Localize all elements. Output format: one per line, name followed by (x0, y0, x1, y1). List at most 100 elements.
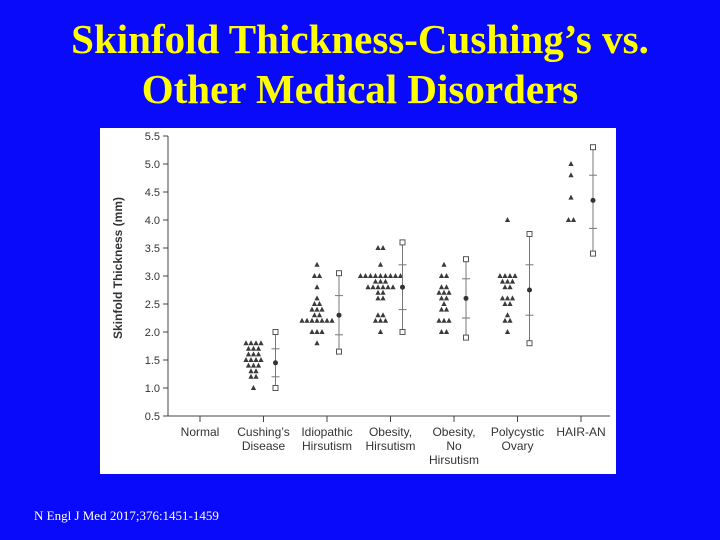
data-point (245, 351, 252, 357)
data-point (392, 273, 399, 278)
data-point (314, 284, 320, 290)
data-point (255, 362, 262, 368)
range-endpoint (526, 340, 533, 347)
range-endpoint (336, 348, 342, 355)
data-point (436, 317, 442, 323)
data-point (441, 317, 447, 323)
mean-marker (590, 197, 596, 203)
x-category-label: Hirsutism (366, 439, 416, 453)
data-point (443, 284, 450, 290)
data-point (377, 261, 384, 267)
x-category-label: Polycystic (491, 425, 544, 439)
data-point (375, 295, 381, 301)
data-point (309, 306, 315, 312)
data-point (382, 317, 389, 323)
y-axis-label: Skinfold Thickness (mm) (111, 197, 125, 339)
data-point (377, 273, 384, 278)
data-point (570, 217, 577, 222)
data-point (397, 273, 404, 278)
data-point (507, 284, 513, 290)
range-endpoint (463, 256, 469, 263)
y-axis: 0.5 1.0 1.5 2.0 2.5 3.0 3.5 4.0 4.5 5.0 5.5 (145, 131, 169, 423)
data-point (324, 317, 330, 323)
range-endpoint (590, 144, 596, 151)
range-endpoint (272, 329, 279, 335)
data-point (499, 278, 506, 284)
data-point (380, 312, 386, 318)
data-point (443, 295, 450, 301)
data-point (255, 345, 262, 351)
mean-marker (336, 312, 342, 318)
data-point (253, 368, 259, 374)
data-point (380, 284, 386, 290)
y-tick-label: 4.5 (145, 187, 160, 199)
data-point (509, 295, 516, 301)
data-point (436, 289, 442, 295)
data-point (309, 329, 315, 334)
data-point (441, 289, 447, 295)
y-tick-label: 2.0 (145, 327, 160, 339)
range-endpoint (526, 231, 533, 237)
data-point (438, 284, 445, 290)
data-point (504, 217, 511, 222)
data-point (446, 289, 452, 295)
data-point (253, 373, 259, 379)
data-point (248, 357, 254, 362)
data-point (438, 329, 445, 334)
data-point (507, 301, 513, 306)
citation: N Engl J Med 2017;376:1451-1459 (34, 508, 219, 523)
data-point (243, 357, 249, 362)
data-point (509, 278, 516, 284)
data-point (316, 312, 323, 318)
data-point (443, 306, 450, 312)
data-point (387, 273, 394, 278)
data-point (380, 295, 386, 301)
y-tick-label: 2.5 (145, 299, 160, 311)
range-endpoint (399, 239, 406, 246)
data-point (245, 345, 252, 351)
data-point (314, 261, 320, 267)
data-point (504, 295, 511, 301)
data-point (250, 362, 257, 368)
y-tick-label: 4.0 (145, 215, 160, 227)
data-point (443, 273, 450, 278)
data-point (365, 284, 371, 290)
data-point (441, 301, 447, 306)
data-point (504, 278, 511, 284)
data-point (311, 273, 318, 278)
data-point (243, 340, 249, 346)
data-point (438, 273, 445, 278)
data-point (438, 306, 445, 312)
data-point (372, 273, 379, 278)
data-point (372, 317, 379, 323)
data-point (441, 261, 447, 267)
data-point (568, 161, 574, 166)
data-point (504, 312, 511, 318)
data-point (382, 278, 389, 284)
data-point (255, 351, 262, 357)
data-point (502, 273, 508, 278)
y-tick-label: 3.5 (145, 243, 160, 255)
y-tick-label: 1.5 (145, 355, 160, 367)
data-point (258, 340, 264, 346)
data-point (245, 362, 252, 368)
skinfold-chart: 0.5 1.0 1.5 2.0 2.5 3.0 3.5 4.0 4.5 5.0 5.5 Normal… (111, 131, 610, 467)
data-point (314, 317, 320, 323)
data-point (299, 317, 305, 323)
data-point (304, 317, 310, 323)
x-category-label: Disease (242, 439, 286, 453)
data-point (504, 329, 511, 334)
x-category-label: Obesity, (432, 425, 475, 439)
data-point (370, 284, 376, 290)
data-point (375, 289, 381, 295)
data-point (390, 284, 396, 290)
x-category-label: Normal (181, 425, 220, 439)
data-point (248, 373, 254, 379)
mean-marker (273, 360, 278, 366)
data-point (377, 317, 384, 323)
data-point (507, 317, 513, 323)
x-category-label: Ovary (501, 439, 533, 453)
range-endpoint (336, 270, 342, 277)
data-point (311, 312, 318, 318)
slide-title: Skinfold Thickness-Cushing’s vs. Other M… (0, 14, 720, 114)
